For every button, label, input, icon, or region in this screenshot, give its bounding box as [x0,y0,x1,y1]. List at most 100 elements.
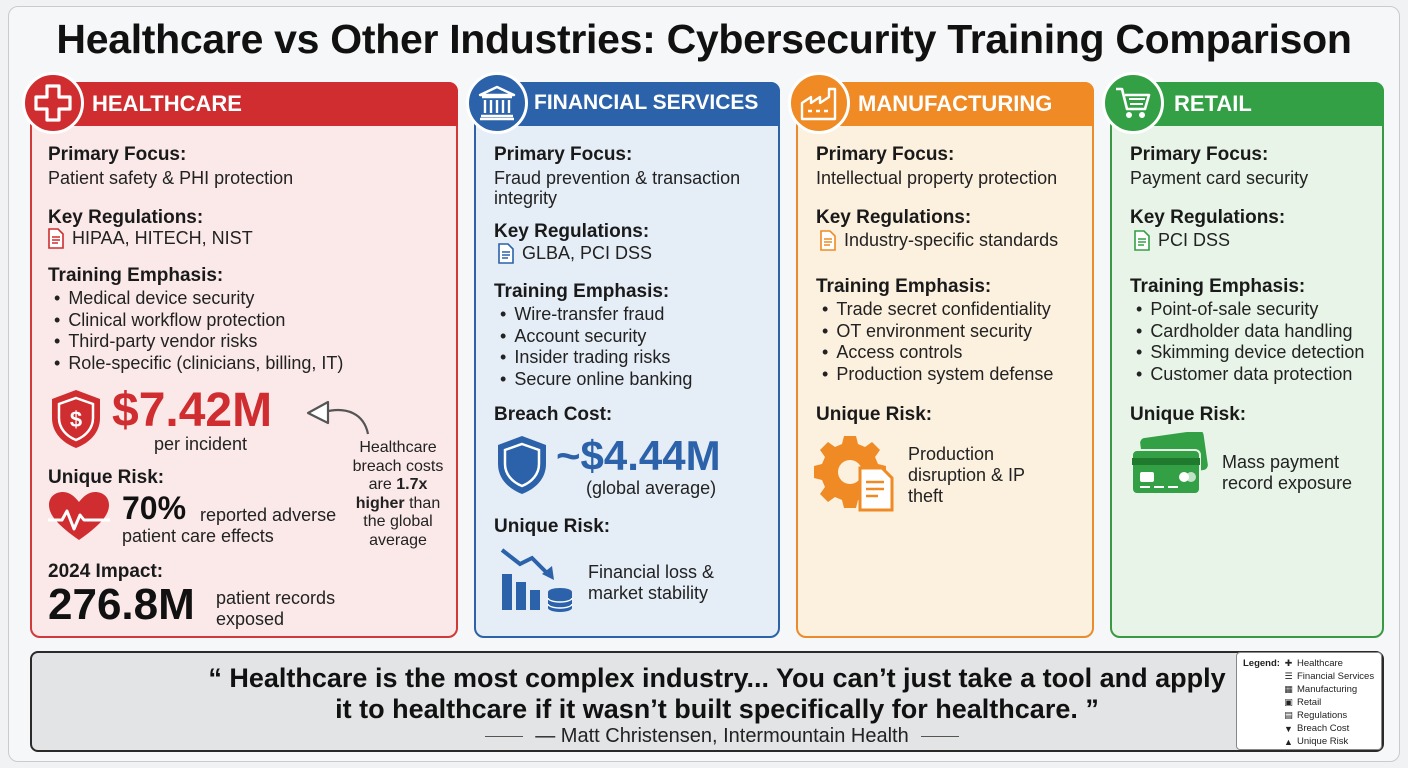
unique-risk-line-1: Production [908,444,995,464]
unique-risk-line-2: record exposure [1222,473,1353,493]
unique-risk-label: Unique Risk: [494,516,611,537]
medical-cross-icon: ✚ [1284,658,1293,668]
regulations-text: Industry-specific standards [844,230,1059,250]
risk-text-line-1: reported adverse [200,505,337,525]
breach-cost-note: (global average) [586,478,717,498]
document-icon [820,230,836,251]
impact-text-line-1: patient records [216,588,336,608]
primary-focus-label: Primary Focus: [494,144,633,165]
unique-risk-line-3: theft [908,486,944,506]
quote-text: “ Healthcare is the most complex industr… [208,663,1226,724]
manufacturing-card: MANUFACTURING Primary Focus: Intellectua… [788,72,1094,638]
shopping-cart-icon [1102,72,1164,134]
training-emphasis-label: Training Emphasis: [816,276,992,297]
bank-icon: ☰ [1284,671,1293,681]
svg-text:$: $ [70,407,82,432]
document-icon: ▤ [1284,710,1293,720]
impact-text-line-2: exposed [216,609,285,629]
impact-label: 2024 Impact: [48,561,164,582]
list-item: Account security [494,326,692,348]
unique-risk-label: Unique Risk: [48,467,165,488]
legend-item: ▤ Regulations [1284,710,1348,721]
primary-focus-value: Payment card security [1130,168,1309,188]
healthcare-card: HEALTHCARE Primary Focus: Patient safety… [22,72,458,638]
breach-cost-value: $7.42M [112,384,273,437]
declining-chart-icon [500,548,573,612]
credit-card-icon [1131,432,1208,495]
primary-focus-label: Primary Focus: [816,144,955,165]
primary-focus-label: Primary Focus: [48,144,187,165]
legend: Legend: ✚ Healthcare ☰ Financial Services … [1236,652,1382,750]
manufacturing-header: MANUFACTURING [788,72,1094,134]
comparison-callout: Healthcare breach costs are 1.7x higher … [352,439,444,549]
quote-attribution: — Matt Christensen, Intermountain Health [452,725,992,748]
list-item: Skimming device detection [1130,342,1364,364]
factory-icon [788,72,850,134]
regulations-text: PCI DSS [1158,230,1231,250]
document-icon [1134,230,1150,251]
factory-icon: ▦ [1284,684,1293,694]
primary-focus-value: Patient safety & PHI protection [48,168,294,188]
list-item: Production system defense [816,364,1053,386]
key-regulations-label: Key Regulations: [1130,207,1286,228]
breach-cost-note: per incident [154,434,248,454]
unique-risk-line-2: market stability [588,583,709,603]
key-regulations-label: Key Regulations: [48,207,204,228]
legend-item: ▼ Breach Cost [1284,723,1350,734]
list-item: Access controls [816,342,1053,364]
risk-text-line-2: patient care effects [122,526,274,546]
unique-risk-line-2: disruption & IP [908,465,1026,485]
medical-cross-icon [22,72,84,134]
quote-box: “ Healthcare is the most complex industr… [30,651,1384,752]
regulations-text: GLBA, PCI DSS [522,243,653,263]
shield-icon: ▼ [1284,723,1293,734]
list-item: Role-specific (clinicians, billing, IT) [48,353,343,375]
list-item: Customer data protection [1130,364,1364,386]
primary-focus-line-1: Fraud prevention & transaction [494,168,741,188]
training-list: Wire-transfer fraud Account security Ins… [494,304,692,390]
list-item: Insider trading risks [494,347,692,369]
manufacturing-title: MANUFACTURING [858,91,1053,116]
retail-title: RETAIL [1174,91,1252,116]
unique-risk-label: Unique Risk: [1130,404,1247,425]
retail-card: RETAIL Primary Focus: Payment card secur… [1102,72,1384,638]
curved-arrow-icon [306,400,370,435]
training-list: Trade secret confidentiality OT environm… [816,299,1053,385]
legend-title: Legend: [1243,658,1280,669]
primary-focus-label: Primary Focus: [1130,144,1269,165]
breach-cost-value: ~$4.44M [556,432,721,479]
impact-value: 276.8M [48,580,195,629]
legend-item: ▲ Unique Risk [1284,736,1349,747]
financial-title: FINANCIAL SERVICES [534,91,759,114]
primary-focus-value: Intellectual property protection [816,168,1058,188]
key-regulations: HIPAA, HITECH, NIST [48,228,253,249]
financial-header: FINANCIAL SERVICES [466,72,780,134]
list-item: Trade secret confidentiality [816,299,1053,321]
key-regulations: Industry-specific standards [820,230,1058,251]
unique-risk-label: Unique Risk: [816,404,933,425]
heartbeat-icon [48,492,110,540]
healthcare-header: HEALTHCARE [22,72,458,134]
risk-percentage: 70% [122,490,187,526]
legend-item: ▣ Retail [1284,697,1322,708]
legend-item: ✚ Healthcare [1284,658,1343,669]
key-regulations: PCI DSS [1134,230,1230,251]
key-regulations: GLBA, PCI DSS [498,243,652,264]
list-item: Medical device security [48,288,343,310]
healthcare-title: HEALTHCARE [92,91,242,116]
document-icon [498,243,514,264]
gear-document-icon [814,436,894,512]
unique-risk-line-1: Mass payment [1222,452,1340,472]
training-emphasis-label: Training Emphasis: [48,265,224,286]
key-regulations-label: Key Regulations: [494,221,650,242]
retail-header: RETAIL [1102,72,1384,134]
shopping-cart-icon: ▣ [1284,697,1293,707]
page-title: Healthcare vs Other Industries: Cybersec… [56,16,1352,62]
list-item: Wire-transfer fraud [494,304,692,326]
breach-cost-label: Breach Cost: [494,404,613,425]
primary-focus-line-2: integrity [494,188,558,208]
list-item: Cardholder data handling [1130,321,1364,343]
shield-icon [498,436,546,494]
training-list: Point-of-sale security Cardholder data h… [1130,299,1364,385]
training-emphasis-label: Training Emphasis: [494,281,670,302]
